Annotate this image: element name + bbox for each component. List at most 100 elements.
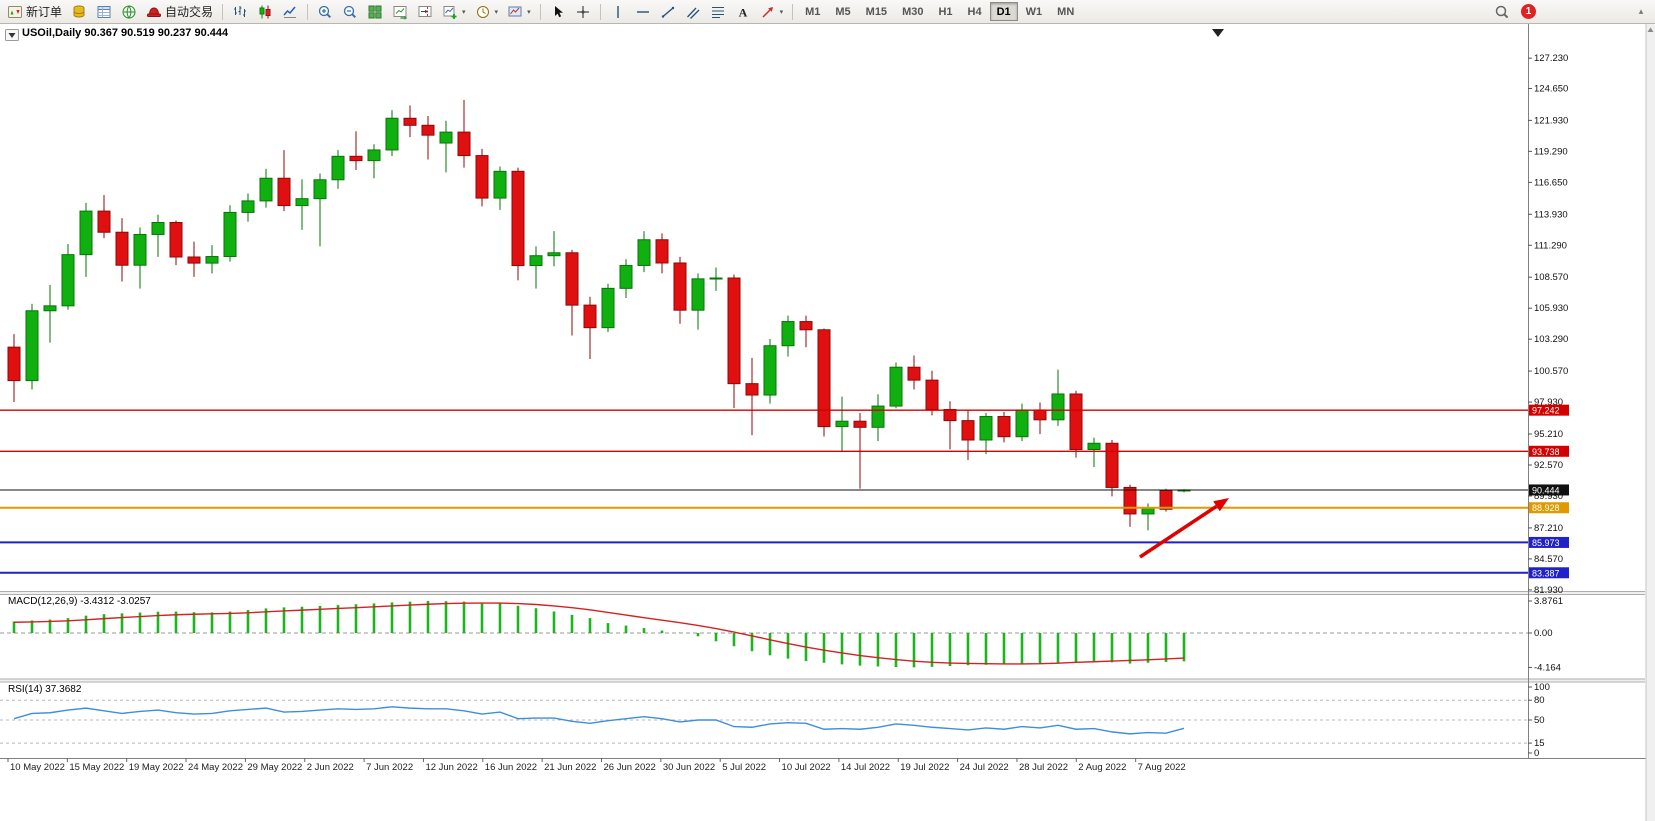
candle (43, 305, 57, 312)
search-button[interactable] (1490, 1, 1514, 22)
fibonacci-icon (711, 6, 724, 18)
zoom-out-button[interactable] (338, 1, 362, 22)
date-axis-label: 7 Jun 2022 (366, 762, 413, 773)
arrows-tool-button[interactable]: ▾ (756, 1, 788, 22)
candle (1051, 393, 1065, 421)
candle (115, 231, 129, 266)
price-level-label-box (1529, 536, 1569, 548)
rsi-axis-label: 15 (1534, 738, 1545, 749)
horizontal-line-tool-button[interactable] (631, 1, 655, 22)
price-chart-canvas[interactable]: 127.230 124.650 121.930 119.290 116.650 113.9… (0, 24, 1655, 821)
crosshair-icon (576, 5, 589, 18)
candle (1069, 393, 1083, 451)
date-axis-label: 29 May 2022 (247, 762, 302, 773)
data-window-button[interactable] (92, 1, 116, 22)
date-axis-label: 19 Jul 2022 (900, 762, 949, 773)
notification-badge[interactable]: 1 (1521, 4, 1536, 19)
new-chart-icon (443, 5, 457, 19)
toolbar-separator (307, 3, 309, 20)
date-axis-label: 30 Jun 2022 (663, 762, 715, 773)
new-order-button[interactable]: 新订单 (3, 1, 66, 22)
candle (133, 233, 147, 266)
timeframe-mn-button[interactable]: MN (1050, 2, 1081, 21)
chart-shift-marker[interactable] (1212, 29, 1224, 37)
candle (151, 221, 165, 235)
line-chart-button[interactable] (278, 1, 302, 22)
chevron-down-icon (8, 33, 16, 38)
price-axis-label: 111.290 (1534, 240, 1567, 251)
timeframe-d1-button[interactable]: D1 (989, 2, 1018, 21)
panel-splitter[interactable] (0, 679, 1645, 682)
candle (259, 177, 273, 202)
timeframe-w1-button[interactable]: W1 (1019, 2, 1050, 21)
timeframe-m1-button[interactable]: M1 (798, 2, 827, 21)
candle (475, 155, 489, 199)
candle (493, 170, 507, 199)
templates-button[interactable]: ▾ (503, 1, 535, 22)
auto-trading-icon (147, 6, 162, 17)
tile-windows-button[interactable] (363, 1, 387, 22)
crosshair-tool-button[interactable] (571, 1, 595, 22)
zoom-in-button[interactable] (313, 1, 337, 22)
auto-scroll-button[interactable] (388, 1, 412, 22)
toolbar-overflow-button[interactable]: ▴ (1630, 1, 1652, 22)
candle (187, 256, 201, 264)
navigator-button[interactable] (117, 1, 141, 22)
price-axis-label: 81.930 (1534, 585, 1563, 596)
timeframe-m5-button[interactable]: M5 (828, 2, 857, 21)
date-axis-label: 24 May 2022 (188, 762, 243, 773)
toolbar-separator (599, 3, 601, 20)
periods-button[interactable]: ▾ (471, 1, 503, 22)
vertical-line-icon (616, 5, 619, 18)
rsi-axis-label: 80 (1534, 695, 1545, 706)
timeframe-m15-button[interactable]: M15 (859, 2, 894, 21)
auto-trading-label: 自动交易 (165, 5, 214, 19)
candle (25, 310, 39, 382)
price-level-label-box (1529, 484, 1569, 496)
timeframe-m30-button[interactable]: M30 (895, 2, 930, 21)
candle (637, 239, 651, 266)
fibonacci-tool-button[interactable] (706, 1, 730, 22)
rsi-axis-label: 50 (1534, 715, 1545, 726)
channel-tool-button[interactable] (681, 1, 705, 22)
candle (1141, 507, 1155, 515)
date-axis-label: 19 May 2022 (129, 762, 184, 773)
trendline-tool-button[interactable] (656, 1, 680, 22)
trend-arrow-annotation[interactable] (1139, 504, 1218, 559)
search-icon (1495, 5, 1509, 18)
new-order-label: 新订单 (26, 5, 63, 19)
date-axis-label: 21 Jun 2022 (544, 762, 596, 773)
bar-chart-button[interactable] (228, 1, 252, 22)
candle (961, 420, 975, 441)
candle (295, 198, 309, 207)
timeframe-h1-button[interactable]: H1 (931, 2, 959, 21)
candle (943, 408, 957, 422)
new-chart-button[interactable]: ▾ (438, 1, 470, 22)
market-watch-button[interactable] (67, 1, 91, 22)
candle (565, 252, 579, 306)
candlestick-chart-button[interactable] (253, 1, 277, 22)
candle (763, 345, 777, 396)
scroll-up-icon[interactable] (1647, 27, 1654, 33)
line-chart-icon (283, 6, 297, 18)
timeframe-h4-button[interactable]: H4 (961, 2, 989, 21)
candle (1105, 442, 1119, 488)
date-axis-label: 12 Jun 2022 (425, 762, 477, 773)
auto-trading-button[interactable]: 自动交易 (142, 1, 217, 22)
text-tool-button[interactable]: A (731, 1, 755, 22)
candle (403, 117, 417, 126)
vertical-line-tool-button[interactable] (606, 1, 630, 22)
candle (655, 239, 669, 264)
price-axis-label: 100.570 (1534, 366, 1568, 377)
price-level-label: 88.928 (1532, 503, 1560, 513)
chart-shift-button[interactable] (413, 1, 437, 22)
panel-splitter[interactable] (0, 591, 1645, 595)
price-level-label: 83.387 (1532, 568, 1560, 578)
price-level-label-box (1529, 404, 1569, 416)
candle (745, 383, 759, 396)
window-scrollbar[interactable] (1646, 24, 1655, 821)
price-axis-label: 105.930 (1534, 303, 1568, 314)
cursor-tool-button[interactable] (546, 1, 570, 22)
price-level-label: 90.444 (1532, 485, 1560, 495)
candle (979, 416, 993, 441)
